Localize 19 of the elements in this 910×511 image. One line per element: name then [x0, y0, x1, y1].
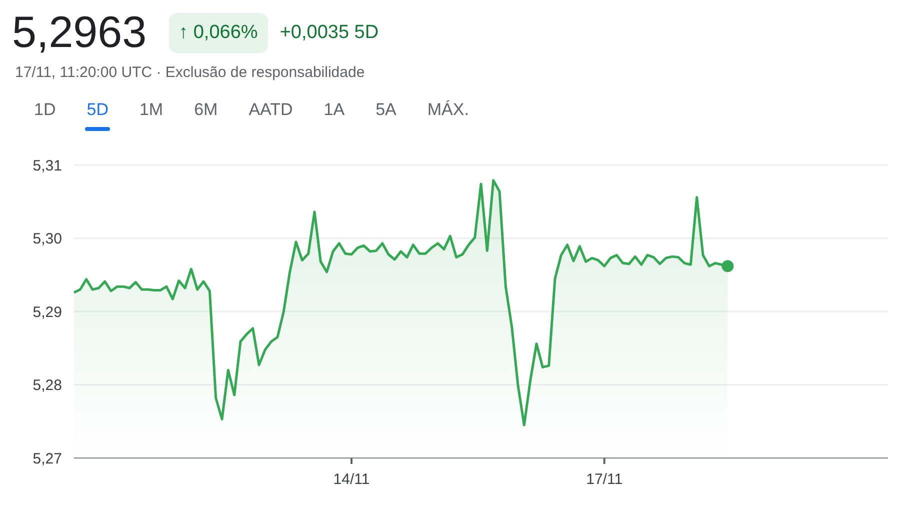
y-tick-label: 5,30: [32, 230, 62, 248]
x-tick-label: 14/11: [333, 471, 370, 488]
text: 1M: [139, 100, 164, 120]
y-tick-label: 5,28: [32, 377, 62, 394]
text: 5A: [376, 100, 396, 120]
text: 6M: [194, 100, 218, 120]
y-tick-label: 5,27: [32, 450, 62, 468]
y-tick-label: 5,29: [32, 304, 62, 321]
x-tick-label: 17/11: [586, 471, 623, 488]
text: AATD: [248, 100, 293, 120]
text: MÁX.: [427, 100, 469, 120]
text: +0,0035 5D: [280, 22, 379, 44]
y-tick-label: 5,31: [32, 157, 62, 174]
chart-title: 5,2963: [12, 8, 147, 58]
chart-subtitle: 17/11, 11:20:00 UTC · Exclusão de responsabilidade: [15, 64, 365, 81]
text: 5D: [86, 100, 108, 120]
text: ↑ 0,066%: [168, 13, 268, 53]
text: 1A: [324, 100, 345, 120]
text: 1D: [34, 100, 56, 120]
